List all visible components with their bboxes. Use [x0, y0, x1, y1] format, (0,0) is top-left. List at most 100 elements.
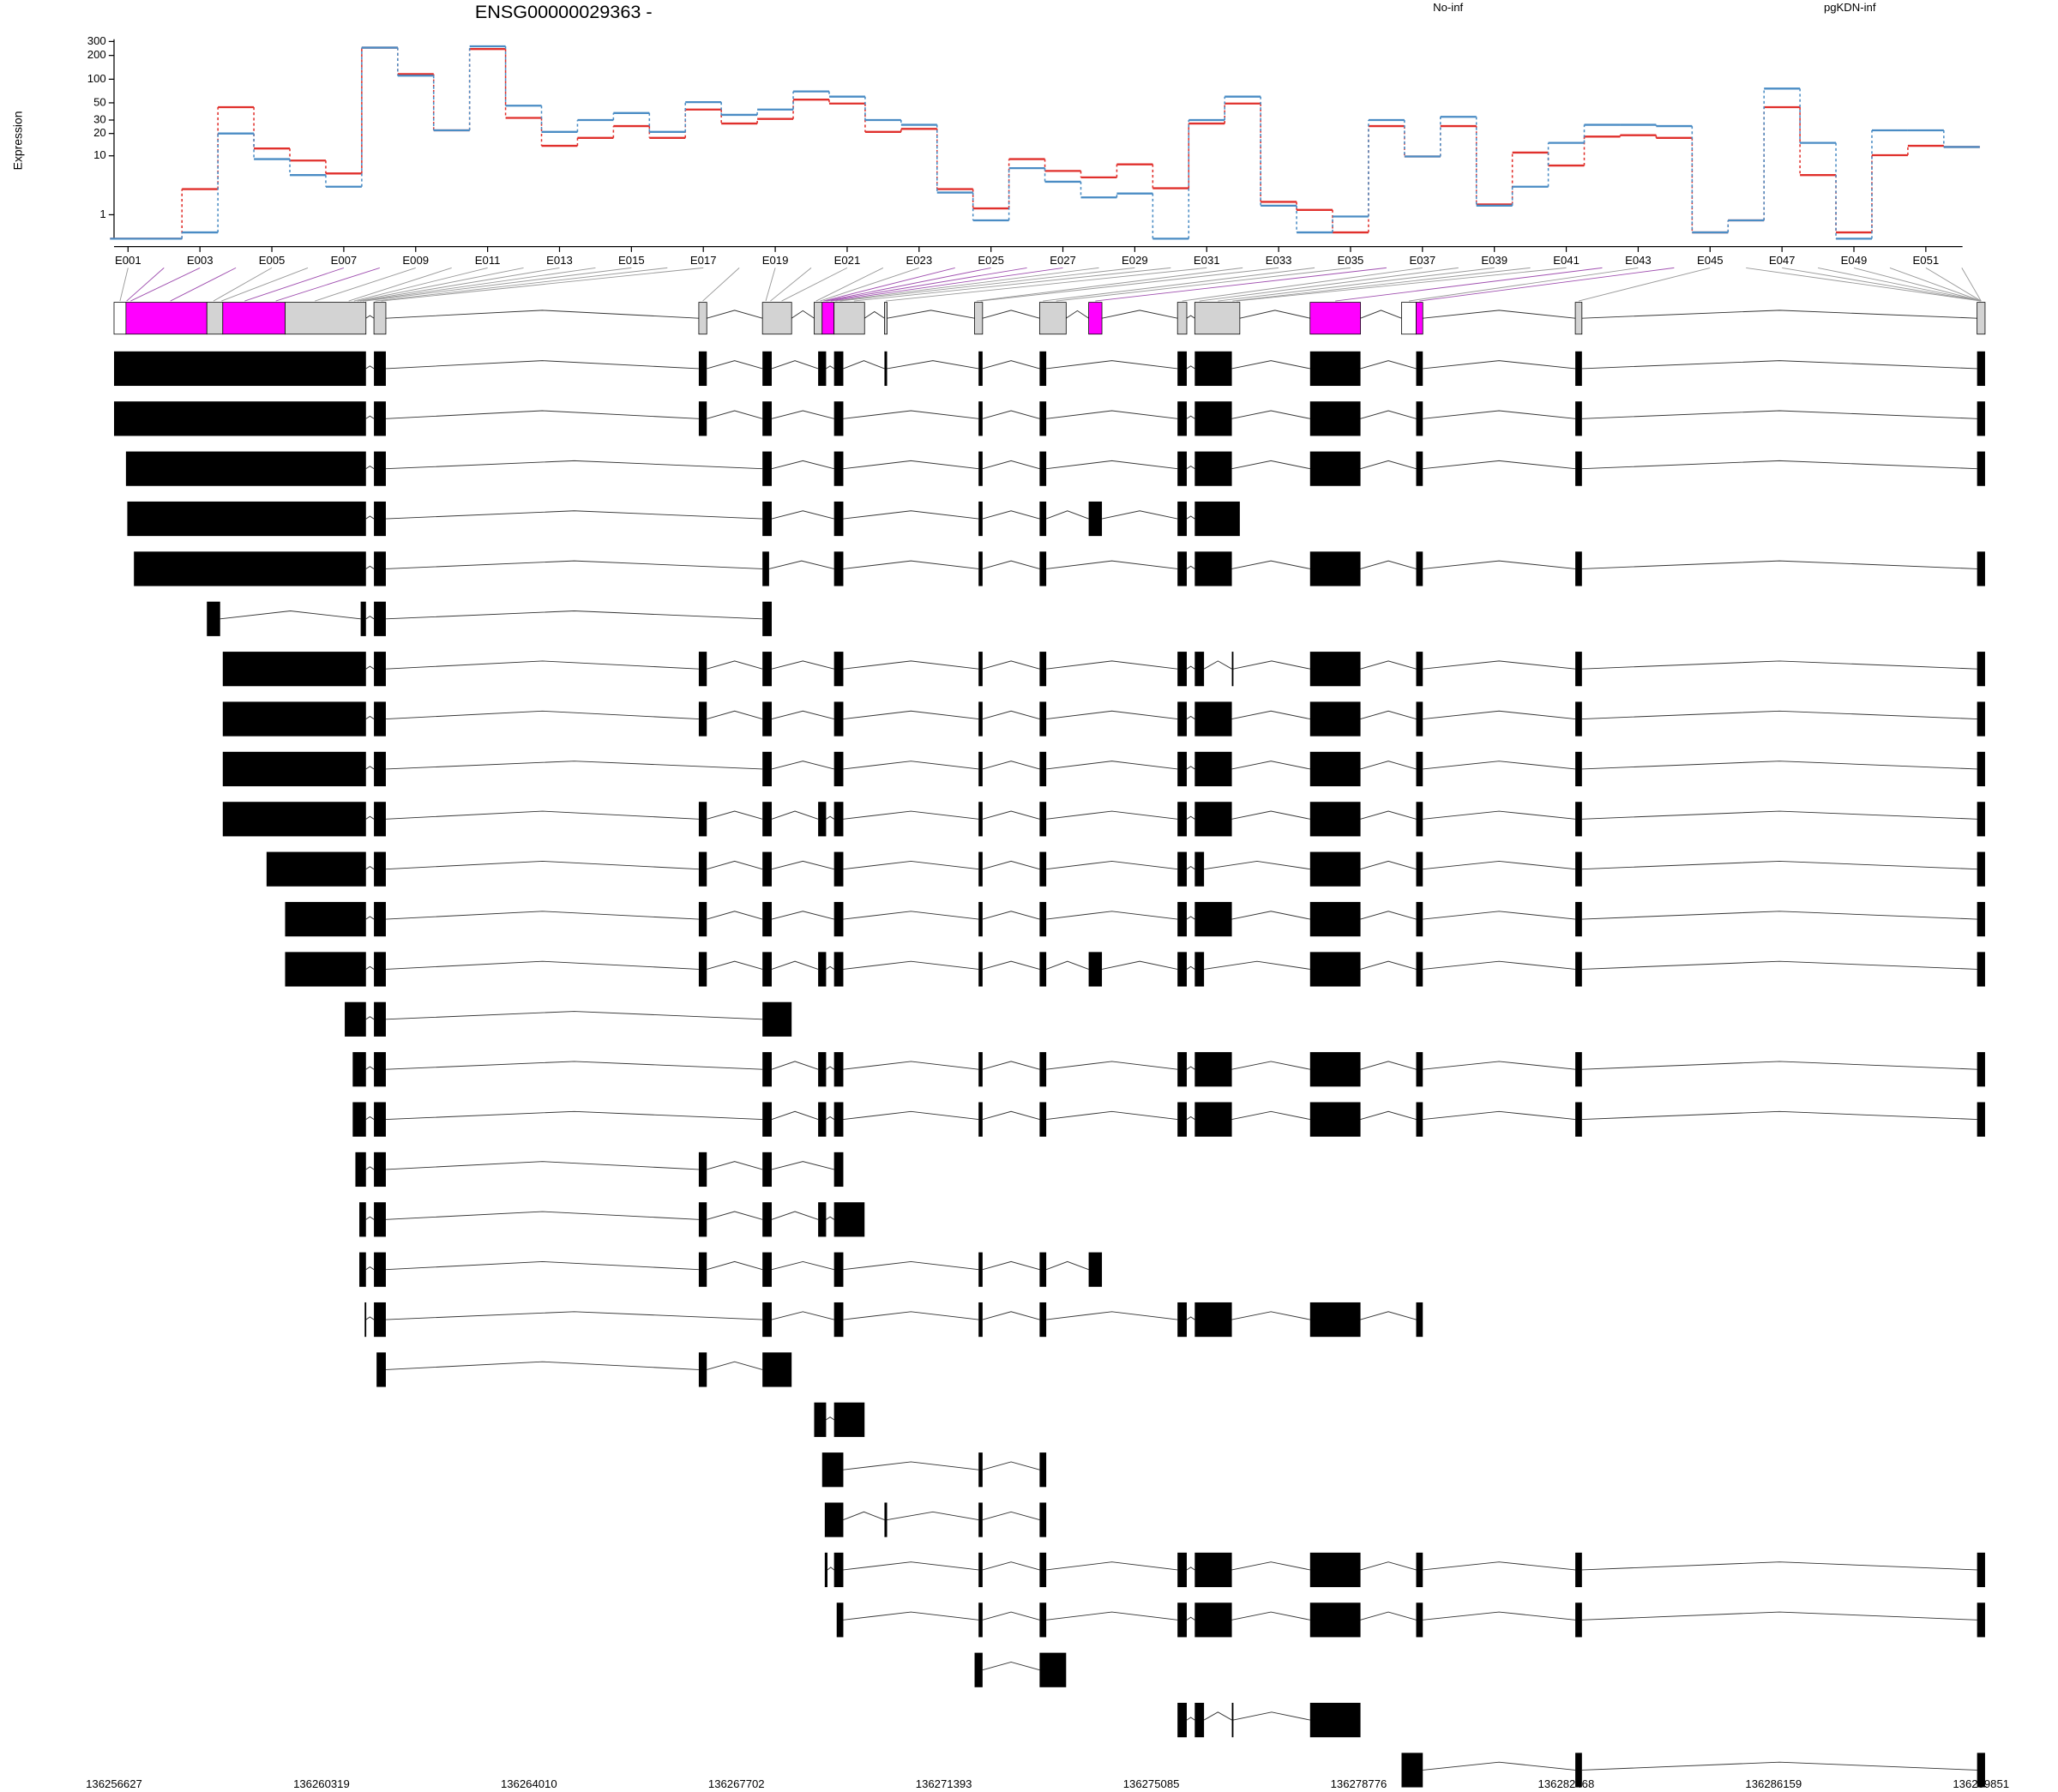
transcript-exon	[113, 401, 366, 436]
transcript-intron	[385, 960, 699, 970]
transcript-intron	[1231, 810, 1310, 820]
x-tick-label: E017	[690, 254, 717, 267]
transcript-intron	[1231, 1311, 1310, 1320]
transcript-exon	[1039, 901, 1047, 937]
transcript-exon	[1177, 1603, 1187, 1638]
transcript-intron	[385, 761, 763, 770]
gene-bin	[814, 302, 823, 335]
transcript-intron	[982, 1611, 1040, 1621]
transcript-exon	[1177, 901, 1187, 937]
transcript-exon	[978, 551, 983, 586]
transcript-intron	[843, 1311, 979, 1320]
transcript-exon	[374, 1001, 386, 1037]
transcript-exon	[833, 1302, 844, 1338]
transcript-exon	[1977, 1753, 1985, 1788]
transcript-exon	[1039, 501, 1047, 537]
transcript-exon	[1194, 1552, 1232, 1588]
transcript-intron	[1186, 365, 1195, 370]
transcript-intron	[1101, 960, 1178, 970]
bin-connector	[364, 267, 632, 302]
transcript-intron	[771, 510, 834, 520]
x-tick-label: E007	[331, 254, 358, 267]
transcript-intron	[1581, 710, 1977, 720]
transcript-exon	[355, 1152, 366, 1188]
transcript-intron	[385, 1161, 699, 1170]
transcript-intron	[843, 1511, 885, 1521]
transcript-intron	[982, 1311, 1040, 1320]
transcript-intron	[1186, 965, 1195, 970]
bin-connector	[1889, 267, 1982, 302]
transcript-exon	[1575, 1603, 1582, 1638]
transcript-intron	[1186, 1115, 1195, 1120]
transcript-intron	[982, 1661, 1040, 1671]
transcript-exon	[1416, 851, 1423, 887]
genomic-tick-label: 136256627	[86, 1777, 142, 1790]
transcript-exon	[698, 1202, 707, 1237]
transcript-intron	[982, 410, 1040, 419]
bin-connector	[815, 267, 884, 302]
transcript-intron	[365, 1316, 375, 1320]
transcript-intron	[1360, 810, 1417, 820]
genomic-tick-label: 136289851	[1953, 1777, 2009, 1790]
transcript-intron	[1203, 1711, 1232, 1721]
transcript-exon	[1039, 1603, 1047, 1638]
transcript-intron	[826, 965, 834, 970]
transcript-intron	[887, 1511, 979, 1521]
transcript-intron	[385, 860, 699, 870]
bin-connector	[825, 267, 991, 302]
bin-connector	[827, 267, 1027, 302]
transcript-exon	[376, 1352, 386, 1387]
transcript-intron	[385, 1011, 763, 1020]
x-tick-label: E025	[978, 254, 1004, 267]
transcript-intron	[1581, 810, 1977, 820]
transcript-exon	[127, 501, 366, 537]
bin-connector	[1419, 267, 1675, 302]
transcript-exon	[1194, 1102, 1232, 1137]
transcript-intron	[771, 1161, 834, 1170]
transcript-intron	[385, 1061, 763, 1070]
transcript-exon	[821, 1452, 844, 1488]
transcript-exon	[762, 1352, 792, 1387]
transcript-exon	[1977, 851, 1985, 887]
transcript-exon	[978, 451, 983, 486]
transcript-exon	[1039, 751, 1047, 787]
transcript-exon	[1977, 802, 1985, 837]
transcript-exon	[762, 1052, 772, 1087]
bin-connector	[1578, 267, 1711, 302]
x-tick-label: E021	[834, 254, 861, 267]
transcript-intron	[1581, 1761, 1977, 1771]
transcript-intron	[1045, 1260, 1089, 1271]
transcript-exon	[1416, 1102, 1423, 1137]
genomic-tick-label: 136275085	[1123, 1777, 1180, 1790]
y-axis-label: Expression	[10, 111, 24, 171]
transcript-exon	[978, 351, 983, 387]
transcript-exon	[762, 451, 772, 486]
gene-bin	[1176, 302, 1188, 335]
transcript-exon	[1416, 1302, 1423, 1338]
x-tick-label: E033	[1266, 254, 1292, 267]
transcript-exon	[1416, 401, 1423, 436]
transcript-exon	[978, 652, 983, 687]
bin-connector	[359, 267, 560, 302]
y-tick-label: 100	[87, 72, 106, 85]
transcript-exon	[833, 1202, 865, 1237]
transcript-exon	[374, 1052, 386, 1087]
transcript-intron	[1231, 410, 1310, 419]
transcript-intron	[843, 1561, 979, 1571]
transcript-exon	[884, 351, 888, 387]
transcript-intron	[1360, 960, 1417, 970]
transcript-exon	[1194, 751, 1232, 787]
transcript-intron	[707, 660, 763, 670]
transcript-exon	[374, 601, 386, 636]
transcript-exon	[1416, 751, 1423, 787]
transcript-intron	[1360, 660, 1417, 670]
transcript-exon	[1194, 451, 1232, 486]
transcript-exon	[1309, 652, 1361, 687]
transcript-exon	[1309, 1552, 1361, 1588]
transcript-exon	[1194, 1052, 1232, 1087]
gene-bin	[1309, 302, 1361, 335]
transcript-intron	[1186, 1566, 1195, 1571]
bin-connector	[170, 267, 237, 302]
transcript-intron	[982, 911, 1040, 920]
